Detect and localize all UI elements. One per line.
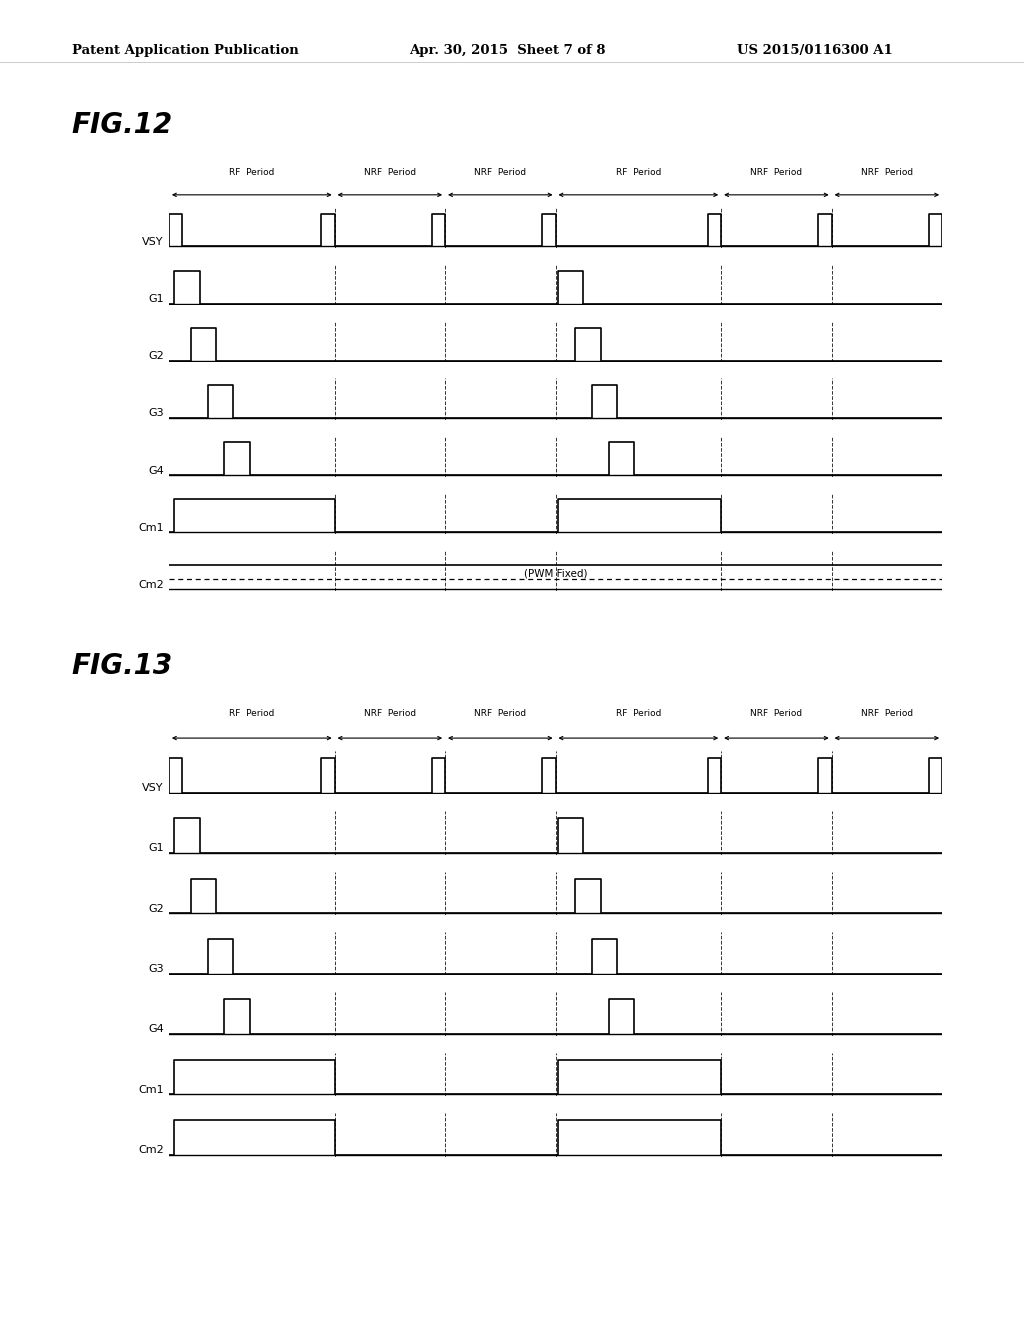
Text: FIG.13: FIG.13 [72,652,173,680]
Text: NRF  Period: NRF Period [751,709,803,718]
Text: NRF  Period: NRF Period [861,168,913,177]
Text: G3: G3 [148,964,164,974]
Text: G4: G4 [148,466,164,475]
Text: FIG.12: FIG.12 [72,111,173,139]
Text: RF  Period: RF Period [615,168,662,177]
Text: Cm2: Cm2 [138,579,164,590]
Text: NRF  Period: NRF Period [861,709,913,718]
Text: NRF  Period: NRF Period [474,168,526,177]
Text: Patent Application Publication: Patent Application Publication [72,44,298,57]
Text: G2: G2 [148,904,164,913]
Text: NRF  Period: NRF Period [751,168,803,177]
Text: VSY: VSY [142,783,164,793]
Text: VSY: VSY [142,238,164,247]
Text: (PWM Fixed): (PWM Fixed) [523,569,588,578]
Text: G4: G4 [148,1024,164,1035]
Text: Cm1: Cm1 [138,523,164,533]
Text: Apr. 30, 2015  Sheet 7 of 8: Apr. 30, 2015 Sheet 7 of 8 [410,44,606,57]
Text: US 2015/0116300 A1: US 2015/0116300 A1 [737,44,893,57]
Text: G1: G1 [148,294,164,304]
Text: RF  Period: RF Period [229,709,274,718]
Text: G1: G1 [148,843,164,853]
Text: G2: G2 [148,351,164,362]
Text: Cm1: Cm1 [138,1085,164,1094]
Text: NRF  Period: NRF Period [364,168,416,177]
Text: G3: G3 [148,408,164,418]
Text: RF  Period: RF Period [229,168,274,177]
Text: RF  Period: RF Period [615,709,662,718]
Text: NRF  Period: NRF Period [364,709,416,718]
Text: NRF  Period: NRF Period [474,709,526,718]
Text: Cm2: Cm2 [138,1144,164,1155]
